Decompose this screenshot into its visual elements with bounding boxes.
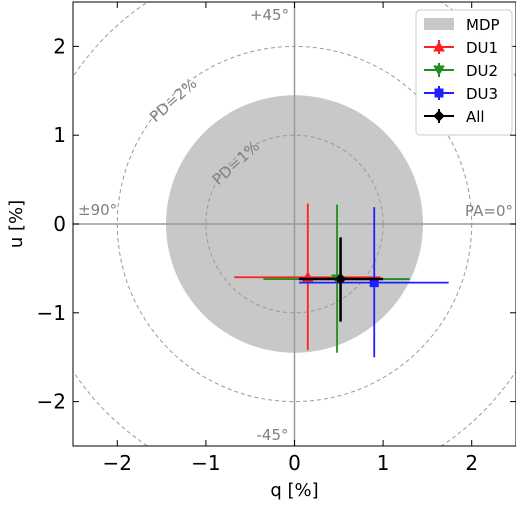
axis-ticks: −2 −1 0 1 2 −2 −1 0 1 2 (37, 2, 516, 475)
legend-marker-du1 (433, 40, 445, 52)
pd-circle-label-2: PD=2% (146, 74, 200, 125)
legend: MDP DU1 DU2 DU3 All (415, 9, 513, 136)
legend-label-du2: DU2 (466, 62, 498, 80)
marker-all (334, 273, 347, 285)
legend-swatch-mdp (424, 18, 454, 30)
angle-label-right: PA=0° (465, 202, 513, 220)
y-tick-label: −1 (37, 301, 66, 325)
y-tick-label: 1 (53, 123, 66, 147)
y-tick-label: 0 (53, 212, 66, 236)
angle-label-bottom: -45° (257, 426, 289, 444)
legend-marker-du3 (434, 88, 444, 98)
x-axis-title: q [%] (270, 480, 318, 501)
angle-label-top: +45° (250, 6, 289, 24)
x-tick-label: −1 (191, 451, 220, 475)
legend-marker-du2 (433, 65, 445, 77)
plot-area: PD=1%PD=2%+45°-45°±90° PA=0° (73, 2, 516, 446)
legend-label-mdp: MDP (466, 16, 500, 34)
x-tick-label: 1 (377, 451, 390, 475)
y-tick-label: −2 (37, 390, 66, 414)
x-tick-label: 2 (465, 451, 478, 475)
legend-marker-all (433, 110, 445, 122)
series-all (298, 237, 384, 322)
y-tick-label: 2 (53, 34, 66, 58)
angle-label-left: ±90° (78, 201, 117, 219)
x-tick-label: −2 (103, 451, 132, 475)
legend-label-du1: DU1 (466, 39, 498, 57)
series-du3 (298, 207, 449, 358)
y-axis-title: u [%] (6, 200, 27, 248)
x-tick-label: 0 (288, 451, 301, 475)
legend-label-all: All (466, 108, 485, 126)
legend-label-du3: DU3 (466, 85, 498, 103)
